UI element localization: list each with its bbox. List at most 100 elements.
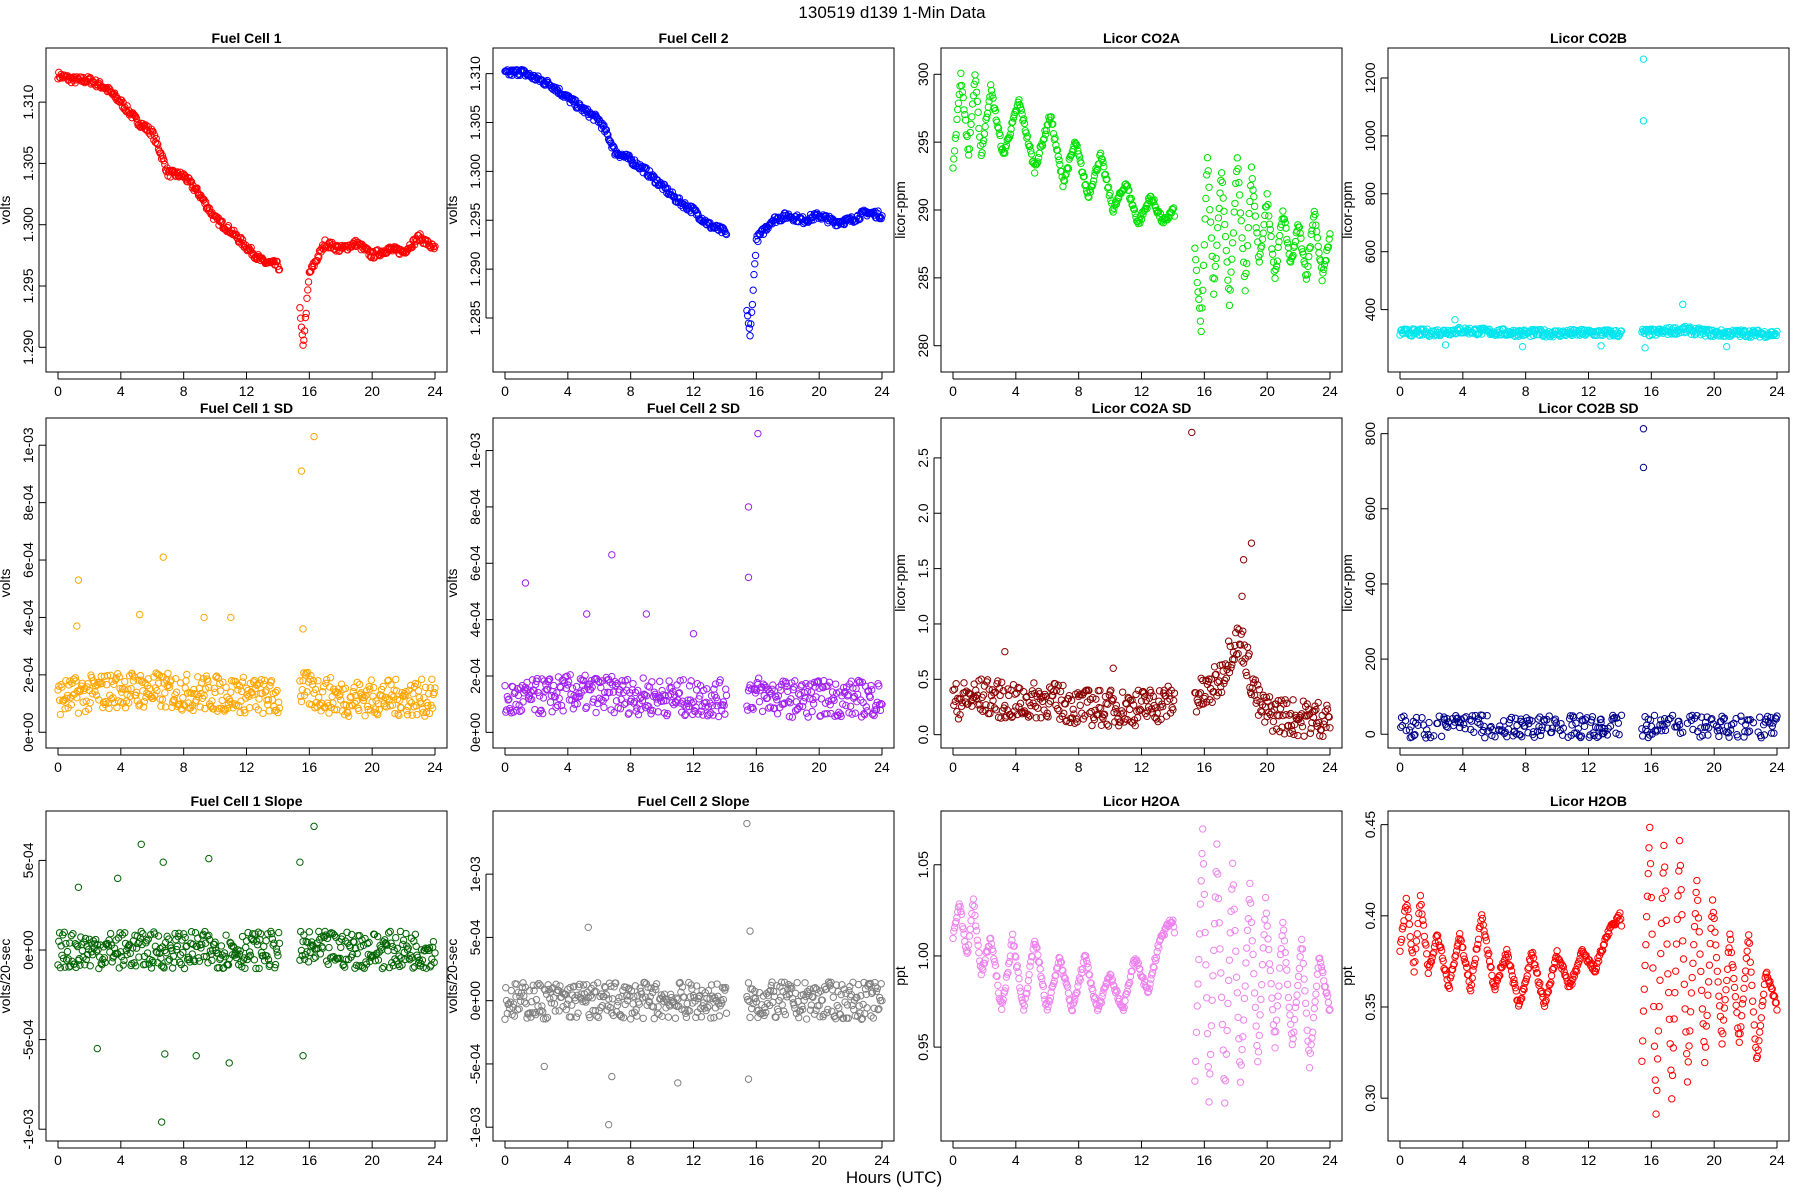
outlier-point <box>73 622 81 630</box>
outlier-point <box>113 874 122 883</box>
outlier-point <box>296 858 304 866</box>
x-tick-label: 24 <box>427 759 443 775</box>
data-point <box>1266 225 1275 234</box>
data-point <box>234 686 242 694</box>
y-tick-label: 2e-04 <box>20 657 36 693</box>
data-point <box>992 706 1000 714</box>
x-tick-label: 16 <box>749 383 765 399</box>
data-point <box>1276 223 1285 231</box>
plot-frame <box>1387 47 1790 373</box>
data-point <box>572 682 581 691</box>
data-point <box>202 204 211 213</box>
x-tick-label: 20 <box>1706 759 1722 775</box>
panel-title: Licor H2OA <box>1103 793 1180 809</box>
data-point <box>1198 304 1206 312</box>
series-points <box>501 429 886 721</box>
y-tick-label: 280 <box>915 334 931 358</box>
outlier-point <box>608 1072 616 1081</box>
data-point <box>877 980 885 988</box>
data-point <box>1130 205 1139 214</box>
x-tick-label: 4 <box>564 759 572 775</box>
data-point <box>1063 163 1072 172</box>
y-tick-label: -1e-03 <box>467 1107 483 1148</box>
outlier-point <box>1451 316 1459 324</box>
data-point <box>1193 278 1201 287</box>
data-point <box>769 681 777 689</box>
data-point <box>1283 239 1292 247</box>
x-tick-label: 12 <box>239 1152 255 1168</box>
data-point <box>402 929 410 938</box>
y-tick-label: 0e+00 <box>20 930 36 970</box>
outlier-point <box>205 854 213 863</box>
data-point <box>79 698 87 706</box>
data-point <box>1215 204 1223 213</box>
data-point <box>1245 209 1253 218</box>
data-point <box>1089 177 1098 185</box>
data-point <box>609 142 618 150</box>
data-point <box>216 679 224 688</box>
data-point <box>1243 259 1251 268</box>
data-point <box>970 902 978 911</box>
data-point <box>809 700 818 708</box>
data-point <box>299 341 307 349</box>
data-point <box>1034 158 1042 166</box>
data-point <box>1268 727 1277 735</box>
x-tick-label: 8 <box>180 1152 188 1168</box>
data-point <box>754 674 763 682</box>
data-point <box>86 698 94 707</box>
data-point <box>967 120 975 128</box>
data-point <box>960 679 968 687</box>
data-point <box>747 308 756 317</box>
panel-title: Licor CO2A SD <box>1092 400 1192 416</box>
data-point <box>1109 208 1117 216</box>
data-point <box>196 703 204 711</box>
outlier-point <box>608 551 616 559</box>
data-point <box>1264 200 1272 209</box>
data-point <box>1217 169 1226 177</box>
y-tick-label: 400 <box>1362 572 1378 596</box>
data-point <box>1303 270 1311 279</box>
data-point <box>1016 103 1025 111</box>
data-point <box>1206 218 1215 226</box>
data-point <box>1100 163 1108 171</box>
data-point <box>239 673 248 682</box>
data-point <box>789 216 797 225</box>
x-tick-label: 16 <box>1197 759 1213 775</box>
data-point <box>1055 156 1063 164</box>
data-point <box>1481 734 1489 742</box>
data-point <box>1250 192 1258 201</box>
data-point <box>950 155 958 163</box>
data-point <box>182 677 190 685</box>
data-point <box>1071 139 1080 148</box>
data-point <box>1298 245 1306 253</box>
y-tick-label: 0 <box>1362 730 1378 738</box>
x-tick-label: 12 <box>1134 759 1150 775</box>
plot-frame <box>45 47 448 373</box>
y-tick-label: 285 <box>915 266 931 290</box>
data-point <box>1269 717 1278 726</box>
outlier-point <box>1679 300 1687 309</box>
data-point <box>1232 179 1240 188</box>
data-point <box>304 278 313 286</box>
outlier-point <box>310 822 318 831</box>
x-tick-label: 12 <box>1134 1152 1150 1168</box>
data-point <box>161 689 169 697</box>
data-point <box>153 686 161 695</box>
data-point <box>1191 255 1200 264</box>
outlier-point <box>137 840 145 848</box>
x-tick-label: 20 <box>364 759 380 775</box>
data-point <box>1320 265 1328 273</box>
data-point <box>1213 223 1222 232</box>
y-tick-label: 4e-04 <box>20 599 36 635</box>
data-point <box>1238 234 1246 242</box>
data-point <box>668 188 676 196</box>
y-tick-label: 2.5 <box>915 448 931 468</box>
x-tick-label: 8 <box>1522 383 1530 399</box>
data-point <box>1034 951 1042 959</box>
x-tick-label: 20 <box>1259 383 1275 399</box>
data-point <box>116 685 124 693</box>
data-point <box>1201 215 1209 223</box>
x-tick-label: 20 <box>364 383 380 399</box>
data-point <box>189 706 197 715</box>
data-point <box>768 220 776 228</box>
